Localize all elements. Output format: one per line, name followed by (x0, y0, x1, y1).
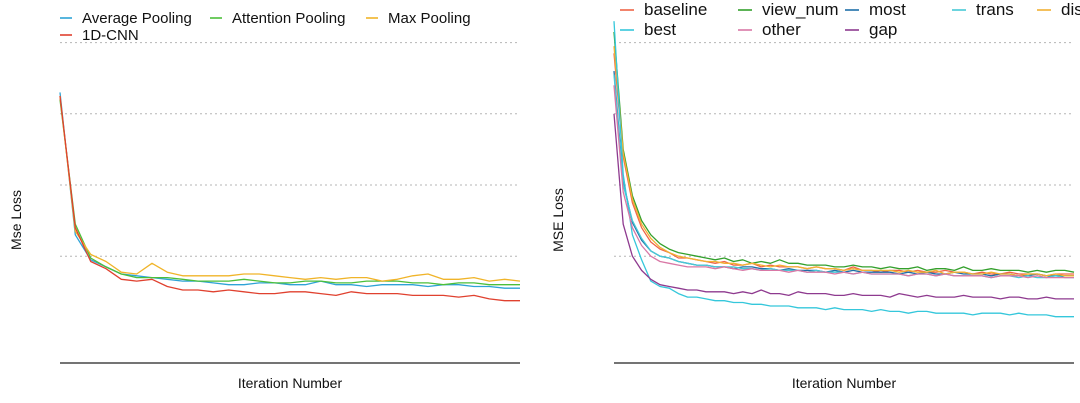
series-line-other (613, 85, 1074, 279)
legend-label: trans (976, 0, 1014, 19)
legend-item-distance: distance (1037, 0, 1080, 19)
y-axis-label: MSE Loss (550, 188, 566, 252)
legend: baseline view_num most trans distance best oth… (620, 0, 1080, 39)
legend-label: view_num (762, 0, 839, 19)
legend-item-view-num: view_num (738, 0, 839, 19)
legend-item-average-pooling: Average Pooling (60, 10, 192, 27)
legend-item-gap: gap (845, 20, 897, 39)
series-line-best (613, 21, 1074, 318)
x-axis-label: Iteration Number (792, 375, 897, 391)
series-line-attention-pooling (59, 99, 520, 286)
series-line-baseline (613, 53, 1074, 277)
legend-label: Max Pooling (388, 10, 471, 27)
chart-right: Iteration Number MSE Loss baseline view_num… (550, 0, 1080, 391)
legend-label: Attention Pooling (232, 10, 345, 27)
legend: Average Pooling Attention Pooling Max Pool… (60, 10, 471, 44)
legend-item-baseline: baseline (620, 0, 707, 19)
series-line-max-pooling (59, 95, 521, 282)
legend-item-max-pooling: Max Pooling (366, 10, 471, 27)
series-line-gap (613, 113, 1074, 300)
series-line-average-pooling (59, 92, 520, 289)
legend-label: best (644, 20, 676, 39)
series-line-most (613, 71, 1074, 277)
legend-label: distance (1061, 0, 1080, 19)
series-line-trans (613, 74, 1074, 279)
legend-label: Average Pooling (82, 10, 192, 27)
legend-label: gap (869, 20, 897, 39)
legend-label: 1D-CNN (82, 27, 139, 44)
legend-item-best: best (620, 20, 676, 39)
series-line-view-num (613, 31, 1075, 273)
legend-label: most (869, 0, 906, 19)
legend-item-trans: trans (952, 0, 1014, 19)
legend-item-1d-cnn: 1D-CNN (60, 27, 139, 44)
legend-item-most: most (845, 0, 906, 19)
legend-label: baseline (644, 0, 707, 19)
x-axis-label: Iteration Number (238, 375, 343, 391)
y-axis-label: Mse Loss (8, 190, 24, 250)
legend-item-other: other (738, 20, 801, 39)
series-line-1d-cnn (59, 95, 520, 302)
legend-item-attention-pooling: Attention Pooling (210, 10, 345, 27)
legend-label: other (762, 20, 801, 39)
series-line-distance (613, 46, 1074, 277)
